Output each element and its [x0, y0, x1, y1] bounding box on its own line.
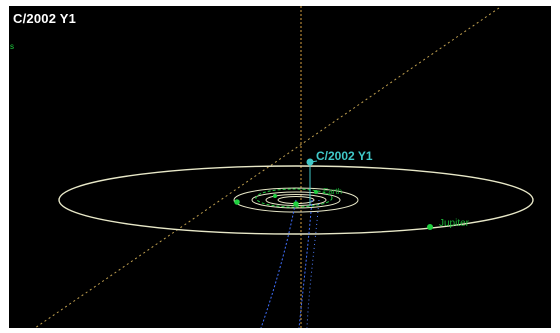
planet-marker-inner-c[interactable]: [314, 190, 318, 194]
window-title: C/2002 Y1: [13, 11, 76, 26]
inner-orbit-3: [251, 191, 341, 209]
orbit-diagram[interactable]: C/2002 Y1 Jupiter Earth: [9, 6, 551, 328]
planet-label-earth: Earth: [323, 187, 342, 196]
planet-marker-jupiter[interactable]: [427, 224, 433, 230]
inner-orbit-4: [233, 187, 359, 213]
orbit-viewport[interactable]: C/2002 Y1 Jupiter Earth C/2002 Y1 s: [9, 6, 551, 328]
planet-marker-inner-a[interactable]: [293, 201, 299, 207]
planet-marker-inner-b[interactable]: [273, 194, 277, 198]
planet-marker-mars[interactable]: [234, 199, 240, 205]
comet-trail-right: [306, 199, 320, 328]
corner-glyph: s: [10, 42, 14, 51]
comet-trail-left: [260, 199, 297, 328]
comet-trail-center: [298, 199, 313, 328]
diagonal-axis: [34, 7, 500, 328]
comet-marker[interactable]: [306, 158, 314, 166]
outer-orbit: [58, 165, 534, 235]
comet-label: C/2002 Y1: [316, 149, 373, 163]
planet-label-jupiter: Jupiter: [439, 218, 470, 229]
inner-system-glow: [255, 188, 333, 208]
